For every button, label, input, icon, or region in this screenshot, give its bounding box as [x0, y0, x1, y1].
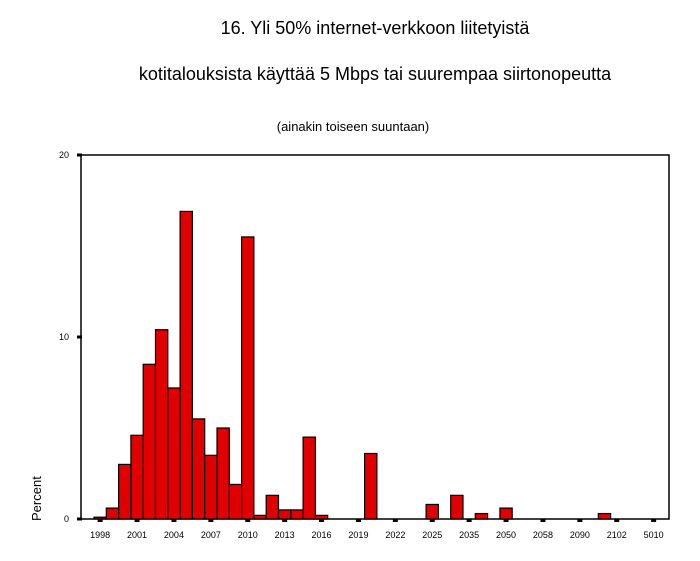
y-tick-label: 20	[59, 150, 69, 160]
x-tick-label: 2035	[459, 530, 479, 540]
x-tick-label: 2013	[275, 530, 295, 540]
y-axis-label: Percent	[29, 476, 44, 521]
bar-29	[450, 494, 464, 520]
x-tick-label: 2004	[164, 530, 184, 540]
x-tick-label: 2016	[312, 530, 332, 540]
chart-title-line-1: 16. Yli 50% internet-verkkoon liitetyist…	[220, 18, 530, 38]
bar-11	[228, 483, 243, 520]
x-tick-label: 2058	[533, 530, 553, 540]
bar-4	[142, 363, 157, 520]
x-tick-label: 1998	[90, 530, 110, 540]
x-tick-label: 2001	[127, 530, 147, 540]
chart-title-line-2: kotitalouksista käyttää 5 Mbps tai suure…	[138, 64, 612, 84]
x-tick-label: 2102	[607, 530, 627, 540]
bar-12	[241, 236, 255, 520]
bar-18	[314, 514, 329, 520]
x-tick-label: 2090	[570, 530, 590, 540]
y-tick-label: 10	[59, 332, 69, 342]
bar-8	[191, 418, 206, 520]
y-tick-label: 0	[64, 514, 69, 524]
bar-6	[167, 387, 181, 520]
bar-16	[290, 509, 304, 520]
bar-22	[364, 452, 378, 520]
bar-15	[277, 509, 292, 520]
bar-10	[216, 427, 230, 520]
bar-0	[93, 516, 107, 520]
bar-1	[105, 507, 120, 520]
chart-subtitle: (ainakin toiseen suuntaan)	[276, 119, 430, 134]
bar-3	[130, 434, 144, 520]
bar-27	[425, 503, 440, 520]
bar-13	[253, 514, 267, 520]
bar-5	[154, 329, 169, 520]
x-tick-label: 2050	[496, 530, 516, 540]
x-tick-label: 2025	[422, 530, 442, 540]
x-tick-label: 2019	[348, 530, 368, 540]
x-tick-label: 2022	[385, 530, 405, 540]
bar-31	[474, 512, 489, 520]
bar-41	[597, 512, 612, 520]
x-tick-label: 2010	[238, 530, 258, 540]
bar-2	[117, 463, 132, 520]
bar-33	[499, 507, 513, 520]
bar-14	[265, 494, 280, 520]
x-tick-label: 2007	[201, 530, 221, 540]
bar-17	[302, 436, 317, 520]
bar-7	[179, 210, 194, 520]
x-tick-label: 5010	[644, 530, 664, 540]
bar-9	[204, 454, 218, 520]
